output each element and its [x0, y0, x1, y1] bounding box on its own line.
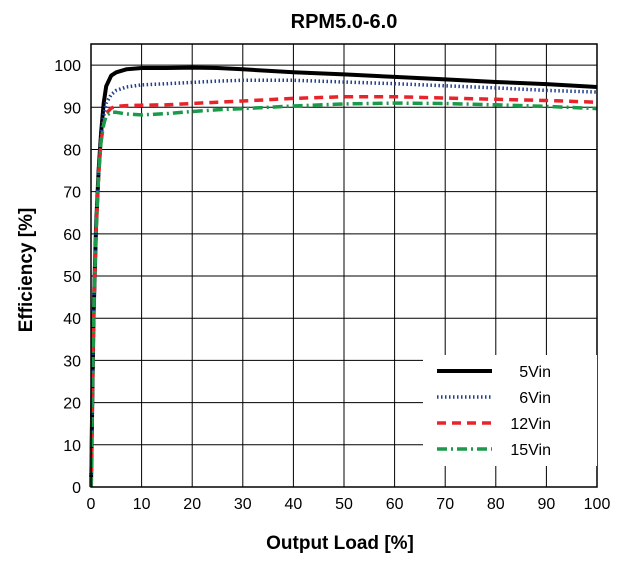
x-tick-label: 100 [584, 496, 611, 513]
x-tick-label: 50 [335, 496, 353, 513]
x-axis-label: Output Load [%] [266, 533, 414, 554]
y-tick-label: 10 [63, 438, 81, 455]
x-tick-label: 90 [538, 496, 556, 513]
legend-label: 12Vin [510, 416, 551, 433]
legend-label: 6Vin [519, 390, 551, 407]
plot-frame [90, 43, 598, 488]
y-tick-label: 40 [63, 311, 81, 328]
series-lines [89, 65, 598, 488]
tick-labels: 0 10 20 30 40 50 60 70 80 90 100 0 10 20 30 40 50 60 70 80 9… [54, 58, 610, 513]
y-tick-label: 100 [54, 58, 81, 75]
y-tick-label: 20 [63, 396, 81, 413]
x-tick-label: 10 [133, 496, 151, 513]
x-tick-label: 20 [183, 496, 201, 513]
x-tick-label: 80 [487, 496, 505, 513]
x-tick-label: 30 [234, 496, 252, 513]
grid-lines [91, 44, 597, 487]
y-axis-label: Efficiency [%] [16, 208, 37, 333]
y-tick-label: 80 [63, 142, 81, 159]
y-tick-label: 90 [63, 100, 81, 117]
x-tick-label: 60 [386, 496, 404, 513]
chart-title: RPM5.0-6.0 [291, 11, 398, 33]
y-tick-label: 50 [63, 269, 81, 286]
x-tick-label: 40 [285, 496, 303, 513]
y-tick-label: 70 [63, 185, 81, 202]
y-tick-label: 30 [63, 353, 81, 370]
series-line-15vin [89, 101, 598, 488]
legend-label: 15Vin [510, 442, 551, 459]
x-tick-label: 0 [87, 496, 96, 513]
legend: 5Vin 6Vin 12Vin 15Vin [423, 355, 597, 466]
x-tick-label: 70 [436, 496, 454, 513]
y-tick-label: 60 [63, 227, 81, 244]
y-tick-label: 0 [72, 480, 81, 497]
legend-label: 5Vin [519, 364, 551, 381]
series-line-12vin [89, 94, 598, 488]
